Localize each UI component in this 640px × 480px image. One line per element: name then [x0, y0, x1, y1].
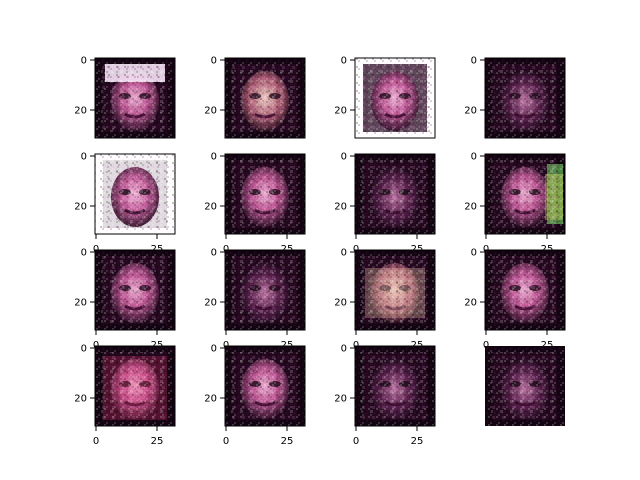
panel-r3-c1: 0 20 0 25 — [204, 344, 306, 447]
panel-r3-c3 — [485, 346, 565, 426]
axes-frame — [94, 153, 176, 235]
pixel-noise-bold — [361, 256, 429, 324]
panel-r0-c0: 0 20 — [74, 56, 176, 139]
y-tick-label: 0 — [81, 248, 87, 259]
pixel-noise-bold — [231, 256, 299, 324]
y-tick-label: 0 — [471, 56, 477, 67]
axes-frame — [94, 249, 176, 331]
y-tick-label: 0 — [341, 56, 347, 67]
pixel-noise-bold — [231, 64, 299, 132]
y-tick-label: 20 — [74, 202, 87, 213]
axes-frame — [354, 153, 436, 235]
x-tick-label: 25 — [411, 436, 424, 447]
panel-r2-c3: 0 20 0 25 — [464, 248, 566, 351]
y-tick-label: 0 — [341, 344, 347, 355]
x-tick-label: 0 — [223, 436, 229, 447]
y-tick-label: 0 — [81, 152, 87, 163]
y-tick-label: 20 — [204, 202, 217, 213]
x-tick-label: 25 — [541, 340, 554, 351]
axes-frame — [354, 249, 436, 331]
y-tick-label: 20 — [464, 298, 477, 309]
panel-r0-c2: 0 20 — [334, 56, 436, 139]
pixel-noise-bold — [491, 352, 559, 420]
y-tick-label: 0 — [471, 152, 477, 163]
axes-frame — [224, 249, 306, 331]
panel-r0-c1: 0 20 — [204, 56, 306, 139]
pixel-noise-bold — [231, 352, 299, 420]
y-tick-label: 20 — [334, 394, 347, 405]
y-tick-label: 20 — [334, 202, 347, 213]
axes-frame — [354, 345, 436, 427]
y-tick-label: 20 — [204, 106, 217, 117]
y-tick-label: 0 — [211, 56, 217, 67]
y-tick-label: 20 — [334, 106, 347, 117]
panel-r0-c3: 0 20 — [464, 56, 566, 139]
axes-frame — [484, 57, 566, 139]
y-tick-label: 20 — [334, 298, 347, 309]
panel-r3-c0: 0 20 0 25 — [74, 344, 176, 447]
y-tick-label: 0 — [341, 248, 347, 259]
axes-frame — [224, 345, 306, 427]
axes-frame — [94, 57, 176, 139]
x-tick-label: 0 — [353, 436, 359, 447]
y-tick-label: 0 — [81, 56, 87, 67]
y-tick-label: 0 — [211, 152, 217, 163]
pixel-noise-bold — [361, 160, 429, 228]
pixel-noise-bold — [101, 160, 169, 228]
y-tick-label: 20 — [74, 106, 87, 117]
y-tick-label: 20 — [74, 298, 87, 309]
pixel-noise-bold — [231, 160, 299, 228]
pixel-noise-bold — [491, 160, 559, 228]
axes-frame — [94, 345, 176, 427]
pixel-noise-bold — [101, 256, 169, 324]
pixel-noise-bold — [361, 352, 429, 420]
y-tick-label: 20 — [464, 202, 477, 213]
panel-r3-c2: 0 20 0 25 — [334, 344, 436, 447]
axes-frame — [354, 57, 436, 139]
y-tick-label: 20 — [74, 394, 87, 405]
axes-frame — [224, 153, 306, 235]
pixel-noise-bold — [491, 64, 559, 132]
x-tick-label: 25 — [281, 436, 294, 447]
y-tick-label: 0 — [471, 248, 477, 259]
x-tick-label: 25 — [151, 436, 164, 447]
y-tick-label: 20 — [204, 394, 217, 405]
pixel-noise-bold — [101, 64, 169, 132]
y-tick-label: 0 — [211, 344, 217, 355]
y-tick-label: 0 — [341, 152, 347, 163]
axes-frame — [224, 57, 306, 139]
y-tick-label: 0 — [211, 248, 217, 259]
y-tick-label: 20 — [464, 106, 477, 117]
pixel-noise-bold — [491, 256, 559, 324]
y-tick-label: 0 — [81, 344, 87, 355]
pixel-noise-bold — [101, 352, 169, 420]
y-tick-label: 20 — [204, 298, 217, 309]
axes-frame — [484, 153, 566, 235]
axes-frame — [484, 249, 566, 331]
pixel-noise-bold — [361, 64, 429, 132]
x-tick-label: 0 — [93, 436, 99, 447]
x-tick-label: 0 — [483, 340, 489, 351]
